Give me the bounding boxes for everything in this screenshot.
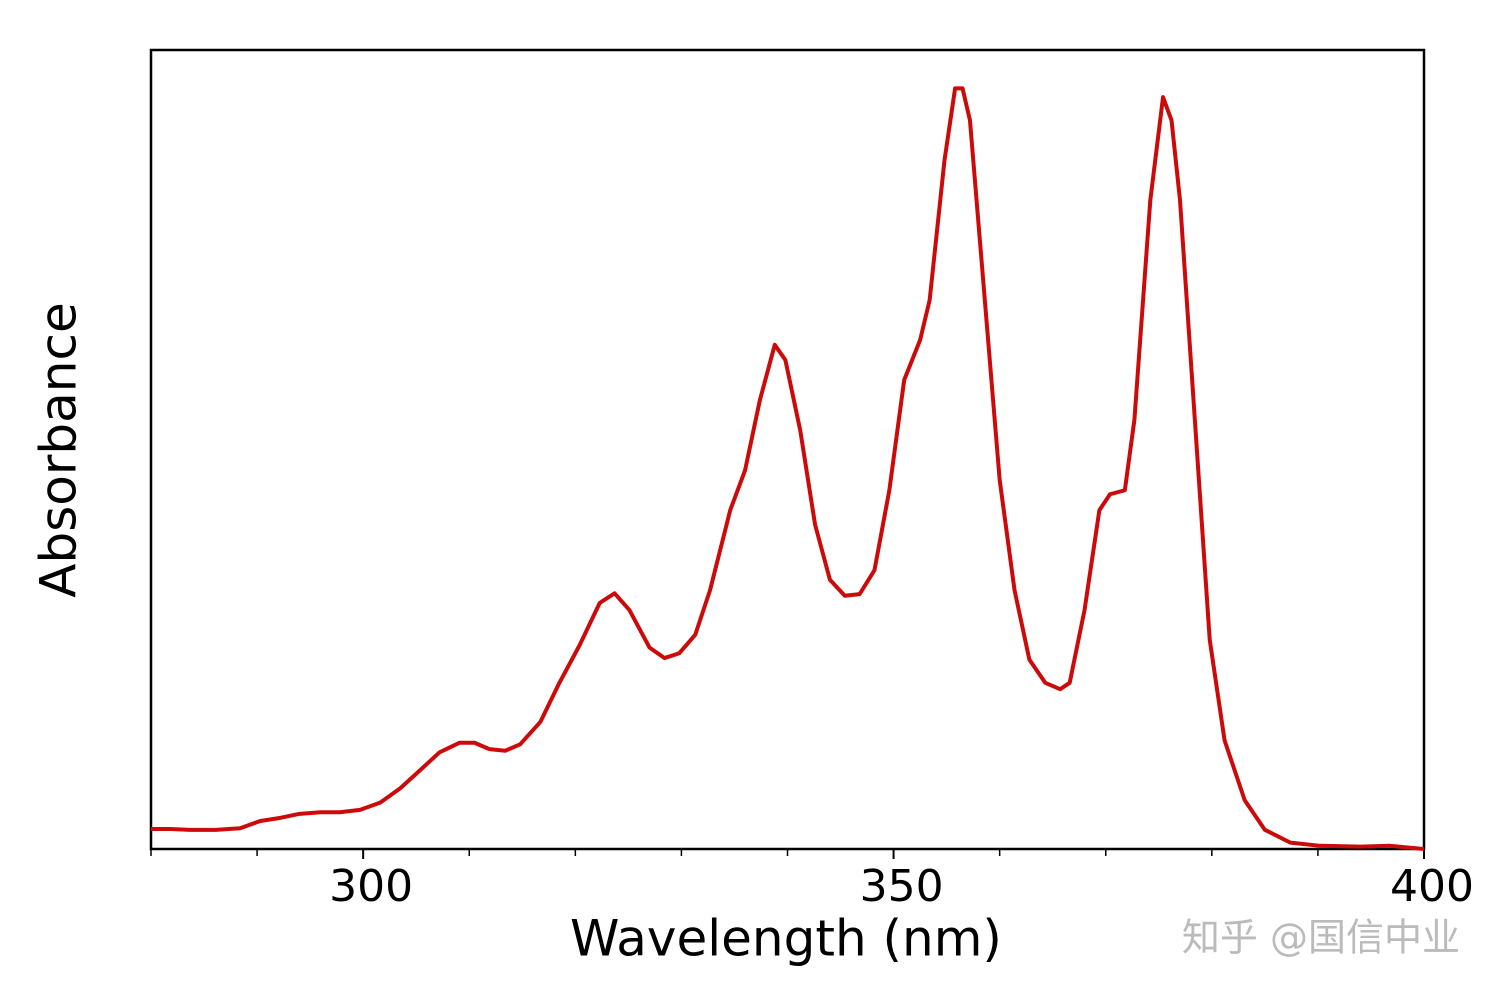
x-tick-label: 350 — [860, 861, 944, 912]
plot-frame — [149, 48, 1426, 851]
x-axis-label: Wavelength (nm) — [570, 910, 1002, 968]
spectrum-line — [151, 86, 1425, 851]
y-axis-label: Absorbance — [30, 302, 88, 597]
x-tick-label: 400 — [1390, 861, 1474, 912]
watermark: 知乎 @国信中业 — [1182, 916, 1460, 960]
x-tick-label: 300 — [329, 861, 413, 912]
